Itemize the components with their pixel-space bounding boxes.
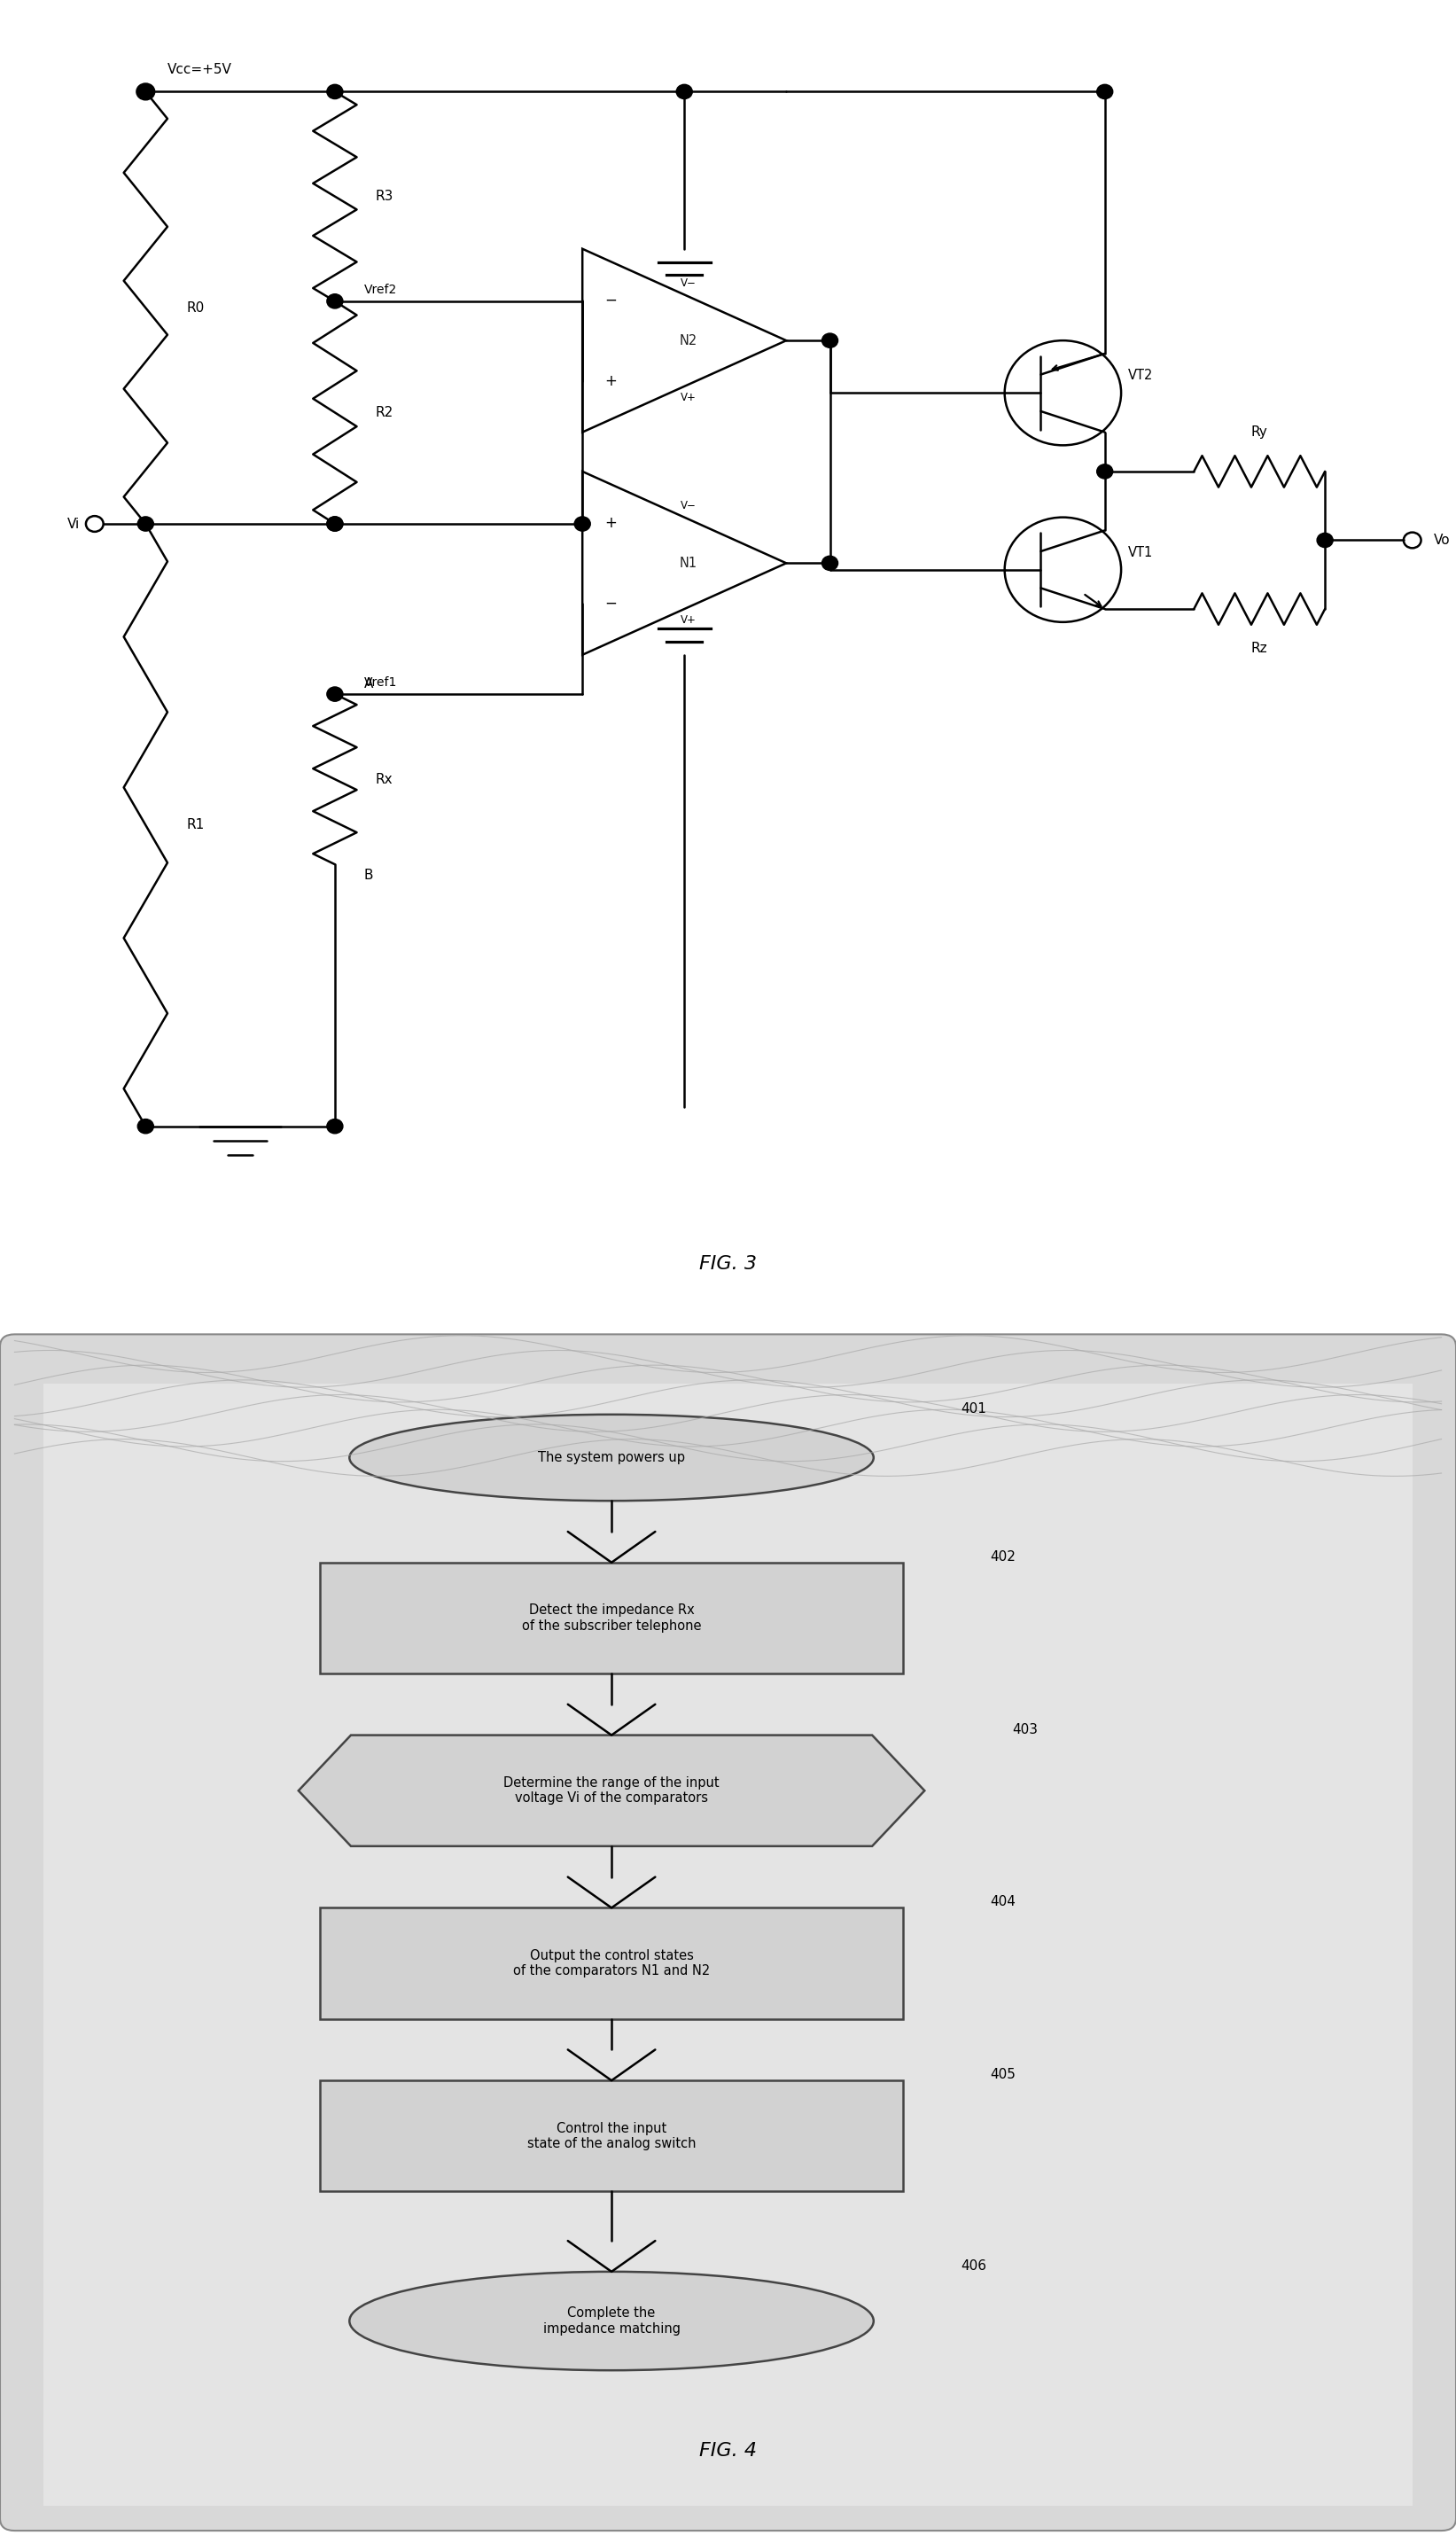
Text: 402: 402 [990, 1551, 1016, 1564]
Text: R3: R3 [376, 191, 393, 203]
Circle shape [326, 84, 344, 99]
Text: Vo: Vo [1434, 534, 1450, 547]
Text: Vref1: Vref1 [364, 676, 397, 689]
Ellipse shape [349, 1414, 874, 1500]
Circle shape [326, 687, 344, 702]
Bar [320, 1561, 903, 1673]
Text: Vref2: Vref2 [364, 285, 397, 295]
Text: VT2: VT2 [1128, 369, 1153, 381]
Text: VT1: VT1 [1128, 547, 1153, 559]
Text: 405: 405 [990, 2067, 1016, 2083]
Circle shape [821, 333, 839, 348]
Text: N1: N1 [680, 557, 697, 570]
Text: The system powers up: The system powers up [537, 1452, 686, 1465]
Circle shape [138, 516, 154, 531]
Text: 403: 403 [1012, 1722, 1038, 1737]
Text: +: + [604, 374, 616, 389]
Circle shape [1316, 534, 1332, 547]
Circle shape [326, 295, 344, 308]
Text: V−: V− [680, 277, 696, 290]
Circle shape [138, 84, 154, 99]
Text: Vcc=+5V: Vcc=+5V [167, 64, 232, 76]
Text: 406: 406 [961, 2258, 987, 2273]
Text: B: B [364, 867, 373, 882]
Text: −: − [604, 595, 616, 610]
Text: +: + [604, 514, 616, 531]
Text: Detect the impedance Rx
of the subscriber telephone: Detect the impedance Rx of the subscribe… [521, 1605, 702, 1633]
FancyBboxPatch shape [0, 1335, 1456, 2530]
Text: Complete the
impedance matching: Complete the impedance matching [543, 2307, 680, 2334]
Text: FIG. 4: FIG. 4 [699, 2441, 757, 2459]
Text: FIG. 3: FIG. 3 [699, 1254, 757, 1272]
Text: Determine the range of the input
voltage Vi of the comparators: Determine the range of the input voltage… [504, 1778, 719, 1806]
Text: Rx: Rx [376, 773, 393, 786]
Text: −: − [604, 292, 616, 308]
Text: R2: R2 [376, 407, 393, 420]
Text: Output the control states
of the comparators N1 and N2: Output the control states of the compara… [513, 1948, 711, 1978]
Text: V+: V+ [680, 615, 696, 626]
Bar [320, 1907, 903, 2019]
Circle shape [138, 1119, 154, 1134]
Text: Ry: Ry [1251, 425, 1268, 440]
Text: R1: R1 [186, 819, 204, 832]
Circle shape [574, 516, 591, 531]
Text: V+: V+ [680, 392, 696, 404]
Text: V−: V− [680, 501, 696, 511]
Text: Control the input
state of the analog switch: Control the input state of the analog sw… [527, 2121, 696, 2151]
Ellipse shape [349, 2271, 874, 2370]
Text: Vi: Vi [67, 516, 80, 531]
Text: A: A [364, 676, 373, 689]
Text: Rz: Rz [1251, 641, 1268, 656]
Circle shape [676, 84, 693, 99]
Circle shape [1096, 84, 1112, 99]
Circle shape [821, 557, 839, 570]
Text: 404: 404 [990, 1895, 1016, 1910]
Polygon shape [298, 1734, 925, 1846]
Text: R0: R0 [186, 300, 204, 315]
Circle shape [326, 516, 344, 531]
Text: N2: N2 [680, 333, 697, 348]
Circle shape [326, 516, 344, 531]
Text: 401: 401 [961, 1401, 987, 1416]
Circle shape [326, 1119, 344, 1134]
Bar [320, 2080, 903, 2192]
Circle shape [1096, 465, 1112, 478]
